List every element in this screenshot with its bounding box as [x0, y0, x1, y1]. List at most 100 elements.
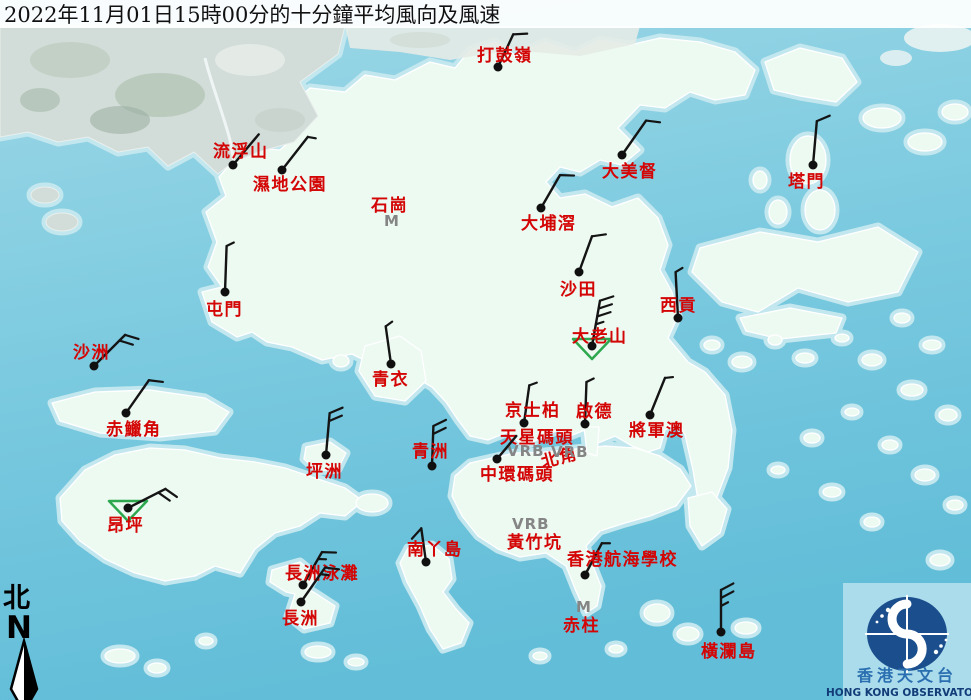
station-dot — [580, 570, 590, 580]
station-label: 長洲 — [282, 609, 319, 629]
station-dot — [298, 580, 308, 590]
wind-barb-tick — [585, 377, 595, 384]
station-dot — [296, 597, 306, 607]
wind-barb-staff — [577, 235, 594, 274]
station-ta-kwu-ling: 打鼓嶺 — [477, 32, 531, 72]
station-lamma-island: 南丫島 — [407, 527, 463, 567]
station-dot — [421, 557, 431, 567]
station-label: 西貢 — [660, 296, 697, 316]
wind-barb-tick — [118, 339, 134, 346]
title-bar — [0, 0, 971, 28]
wind-barb-staff — [124, 379, 151, 415]
wind-barb-staff — [583, 542, 604, 577]
wind-barb-staff — [223, 244, 228, 294]
station-dot — [645, 410, 655, 420]
station-label: 橫瀾島 — [701, 641, 757, 662]
wind-barb-tick — [147, 379, 164, 384]
station-cheung-chau: 長洲 — [282, 566, 341, 629]
wind-barb-tick — [590, 233, 607, 238]
station-tuen-mun: 屯門 — [206, 241, 243, 320]
wind-barb-tick — [594, 320, 605, 326]
station-sha-tin: 沙田 — [560, 233, 607, 300]
station-code: M — [576, 598, 592, 616]
station-kai-tak: 啟德 — [576, 377, 613, 429]
wind-barb-staff — [495, 434, 518, 461]
station-code: VRB — [512, 515, 550, 533]
station-dot — [277, 165, 287, 175]
wind-barb-tick — [528, 381, 538, 387]
station-code: VRB — [507, 442, 545, 460]
compass: 北 N — [3, 583, 39, 700]
station-ngong-ping: 昂坪 — [107, 487, 178, 536]
station-sha-chau: 沙洲 — [73, 333, 140, 371]
station-tai-po-kau: 大埔滘 — [521, 173, 576, 234]
station-label: 黃竹坑 — [506, 532, 563, 553]
station-label: 濕地公園 — [253, 174, 327, 195]
station-label: 青衣 — [372, 369, 409, 390]
station-dot — [716, 627, 726, 637]
station-stanley: 赤柱M — [563, 598, 599, 636]
wind-barb-tick — [328, 406, 344, 415]
station-label: 香港航海學校 — [567, 549, 678, 570]
station-label: 大老山 — [572, 326, 628, 347]
station-dot — [574, 267, 584, 277]
station-shek-kong: 石崗M — [370, 196, 408, 230]
wind-barb-tick — [432, 426, 447, 436]
station-dot — [321, 450, 331, 460]
wind-barb-tick — [512, 32, 529, 36]
wind-barb-tick — [323, 566, 341, 571]
gust-triangle-icon — [107, 499, 149, 523]
wind-barb-staff — [620, 119, 648, 157]
wind-barb-tick — [674, 266, 684, 274]
station-label: 流浮山 — [213, 141, 269, 162]
wind-barb-tick — [596, 311, 612, 318]
wind-barb-tick — [719, 582, 735, 592]
station-dot — [580, 419, 590, 429]
station-peng-chau: 坪洲 — [306, 406, 344, 482]
station-label: 赤鱲角 — [106, 419, 162, 440]
hko-logo: 香港天文台 HONG KONG OBSERVATORY — [826, 583, 971, 700]
logo-emblem-icon — [865, 595, 949, 673]
station-label: 塔門 — [788, 171, 825, 192]
station-waglan-island: 橫瀾島 — [701, 582, 757, 662]
station-label: 啟德 — [576, 401, 613, 422]
wind-barb-staff — [522, 384, 531, 425]
station-tates-cairn: 大老山 — [571, 295, 628, 361]
wind-barb-tick — [410, 527, 423, 540]
wind-barb-staff — [648, 376, 667, 417]
station-code: M — [384, 212, 400, 230]
compass-n-letter: N — [6, 610, 32, 646]
wind-barb-tick — [719, 590, 735, 600]
wind-barb-tick — [225, 241, 235, 248]
wind-barb-tick — [319, 573, 330, 577]
gust-triangle-icon — [571, 337, 613, 361]
station-dot — [386, 359, 396, 369]
station-tsing-yi: 青衣 — [372, 320, 409, 390]
wind-barb-tick — [597, 303, 614, 310]
wind-barb-tick — [327, 414, 343, 423]
station-dot — [427, 461, 437, 471]
wind-barb-staff — [231, 133, 260, 167]
station-dot — [617, 150, 627, 160]
wind-barb-staff — [384, 325, 393, 366]
station-dot — [89, 361, 99, 371]
station-dot — [492, 454, 502, 464]
station-wetland-park: 濕地公園 — [253, 135, 327, 195]
station-dot — [220, 287, 230, 297]
station-label: 南丫島 — [407, 539, 463, 560]
wind-barb-staff — [280, 135, 310, 172]
station-dot — [519, 418, 529, 428]
station-label: 坪洲 — [306, 462, 343, 482]
station-label: 大美督 — [602, 161, 658, 182]
station-label: 沙洲 — [73, 343, 110, 363]
compass-north-label: 北 — [3, 583, 30, 614]
station-label: 石崗 — [370, 196, 408, 216]
station-tap-mun: 塔門 — [788, 114, 831, 192]
station-dot — [808, 160, 818, 170]
station-label: 屯門 — [206, 299, 243, 320]
